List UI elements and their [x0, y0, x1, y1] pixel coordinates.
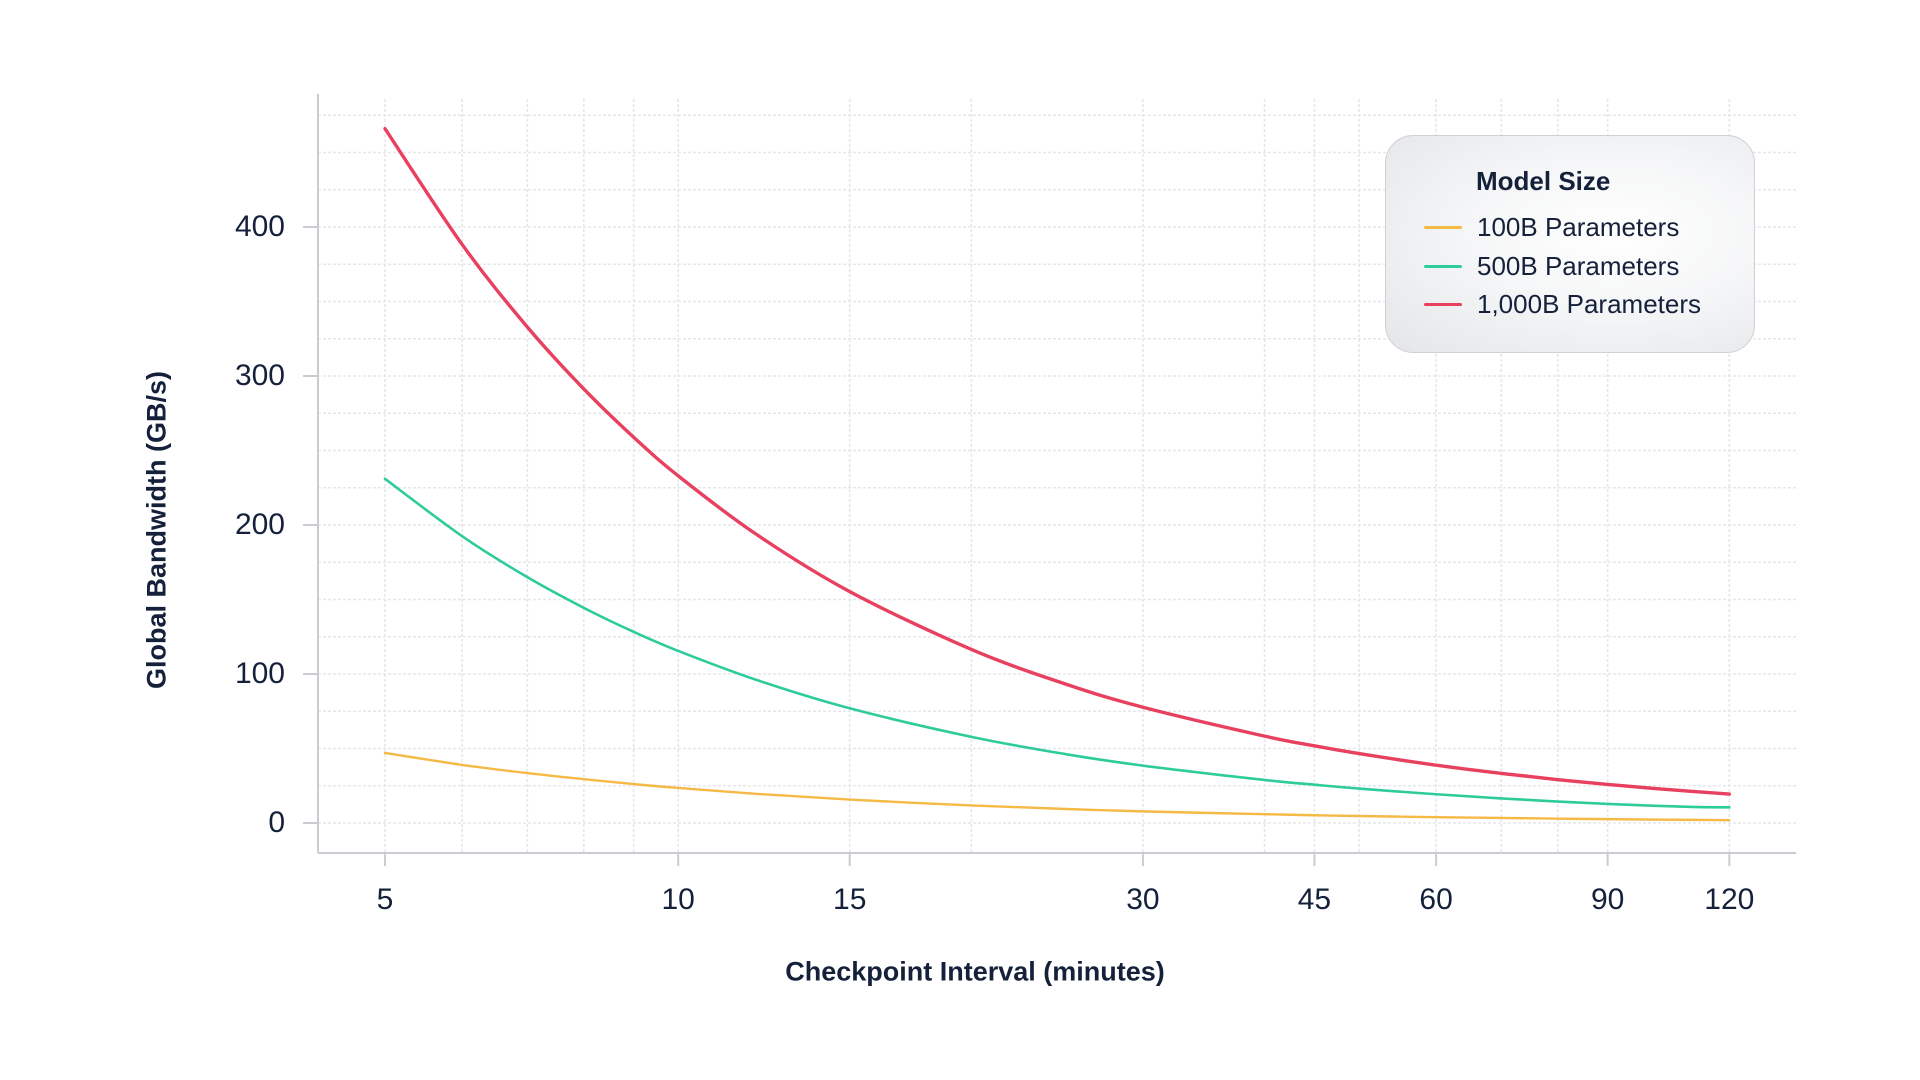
legend: Model Size 100B Parameters 500B Paramete… — [1385, 135, 1755, 353]
legend-item-100b: 100B Parameters — [1424, 212, 1679, 242]
y-tick-label: 100 — [234, 657, 285, 690]
legend-label: 100B Parameters — [1477, 211, 1680, 242]
legend-item-500b: 500B Parameters — [1424, 251, 1679, 281]
legend-label: 1,000B Parameters — [1477, 288, 1702, 319]
x-tick-label: 120 — [1704, 883, 1755, 916]
legend-line-icon — [1424, 302, 1462, 306]
x-tick-label: 15 — [833, 883, 867, 916]
x-tick-label: 90 — [1590, 883, 1625, 916]
y-tick-label: 400 — [234, 210, 285, 243]
series-line-0 — [383, 751, 1731, 822]
x-tick-label: 30 — [1126, 883, 1160, 916]
x-tick-label: 60 — [1419, 883, 1453, 916]
x-tick-label: 10 — [661, 883, 695, 916]
x-tick-label: 45 — [1297, 883, 1332, 916]
y-tick-label: 300 — [234, 359, 285, 392]
axes — [303, 94, 1796, 866]
series-line-2 — [383, 126, 1732, 796]
data-series — [383, 126, 1732, 822]
legend-line-icon — [1424, 225, 1462, 229]
x-tick-label: 5 — [376, 883, 394, 916]
legend-line-icon — [1424, 264, 1462, 268]
x-axis-label: Checkpoint Interval (minutes) — [785, 956, 1165, 987]
y-tick-label: 200 — [234, 508, 285, 541]
y-axis-label: Global Bandwidth (GB/s) — [141, 371, 172, 689]
legend-title: Model Size — [1476, 166, 1611, 196]
series-line-1 — [383, 477, 1731, 809]
legend-item-1000b: 1,000B Parameters — [1424, 289, 1701, 319]
legend-label: 500B Parameters — [1477, 250, 1680, 281]
y-tick-label: 0 — [268, 806, 285, 839]
